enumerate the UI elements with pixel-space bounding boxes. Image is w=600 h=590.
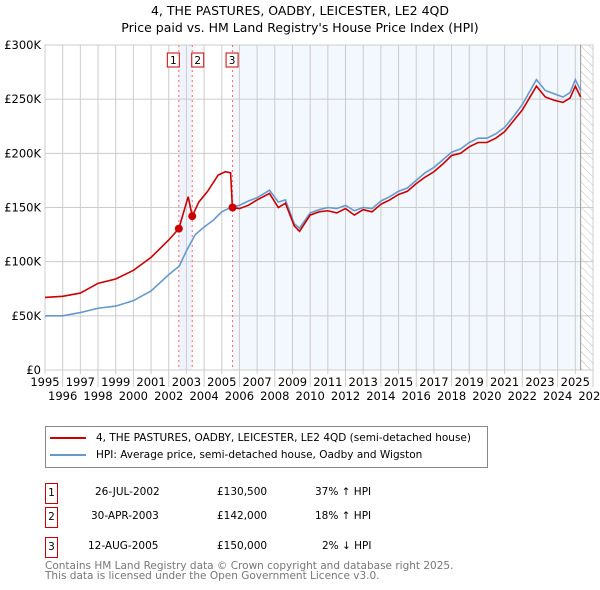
x-tick-label: 1997 [66,375,95,389]
y-tick-label: £150K [4,201,41,215]
sale-row: 1 26-JUL-2002 £130,500 37% ↑ HPI [45,483,445,504]
x-tick-label: 2021 [490,375,519,389]
sale-row: 3 12-AUG-2005 £150,000 2% ↓ HPI [45,537,445,558]
sale-marker-label: 2 [194,55,201,67]
sale-date: 26-JUL-2002 [95,486,160,498]
y-tick-label: £50K [12,309,42,323]
x-tick-label: 2016 [402,389,431,403]
sale-marker: 1 [45,483,58,504]
sale-hpi: 18% ↑ HPI [315,510,372,522]
x-tick-label: 2008 [260,389,289,403]
sale-row: 2 30-APR-2003 £142,000 18% ↑ HPI [45,507,445,528]
x-tick-label: 1996 [48,389,77,403]
sale-hpi: 2% ↓ HPI [322,540,372,552]
x-tick-label: 2006 [225,389,254,403]
x-tick-label: 2012 [331,389,360,403]
x-tick-label: 2024 [543,389,572,403]
sale-date: 30-APR-2003 [91,510,159,522]
legend-label: HPI: Average price, semi-detached house,… [96,449,423,461]
y-tick-label: £250K [4,92,41,106]
y-tick-label: £200K [4,146,41,160]
x-tick-label: 2007 [242,375,271,389]
legend-item-property: 4, THE PASTURES, OADBY, LEICESTER, LE2 4… [50,432,471,444]
sale-point [228,203,237,212]
sale-hpi: 37% ↑ HPI [315,486,372,498]
sale-marker-box [191,52,205,68]
series-line [44,84,582,299]
x-tick-label: 1999 [101,375,130,389]
series-line [45,77,582,317]
sale-marker-box [166,52,180,68]
legend-item-hpi: HPI: Average price, semi-detached house,… [50,449,422,461]
sale-marker: 3 [45,537,58,558]
x-tick-label: 2000 [119,389,148,403]
x-tick-label: 2020 [472,389,501,403]
x-tick-label: 2010 [296,389,325,403]
footer-line: This data is licensed under the Open Gov… [45,570,380,582]
x-tick-label: 2026 [578,389,600,403]
x-tick-label: 2019 [455,375,484,389]
x-tick-label: 2018 [437,389,466,403]
sale-point [188,212,197,221]
sale-price: £142,000 [217,510,268,522]
x-tick-label: 2009 [278,375,307,389]
x-tick-label: 2015 [384,375,413,389]
x-tick-label: 2014 [366,389,395,403]
x-tick-label: 2002 [154,389,183,403]
x-tick-label: 1995 [30,375,59,389]
price-chart: 1995199619971998199920002001200220032004… [4,38,600,403]
chart-title: 4, THE PASTURES, OADBY, LEICESTER, LE2 4… [0,2,600,36]
subtitle: Price paid vs. HM Land Registry's House … [121,20,479,35]
legend: 4, THE PASTURES, OADBY, LEICESTER, LE2 4… [45,426,488,468]
x-tick-label: 2001 [136,375,165,389]
x-tick-label: 2004 [189,389,218,403]
sale-price: £130,500 [217,486,268,498]
legend-label: 4, THE PASTURES, OADBY, LEICESTER, LE2 4… [96,432,471,444]
x-tick-label: 2023 [525,375,554,389]
sale-marker: 2 [45,507,58,528]
sale-price: £150,000 [217,540,268,552]
y-tick-label: £300K [4,38,41,52]
x-tick-label: 2022 [508,389,537,403]
footer: Contains HM Land Registry data © Crown c… [45,560,454,582]
sale-date: 12-AUG-2005 [88,540,159,552]
sale-marker-label: 3 [229,55,236,67]
y-tick-label: £0 [26,363,41,377]
y-tick-label: £100K [4,255,41,269]
x-tick-label: 2005 [207,375,236,389]
sale-marker-box [225,52,239,68]
x-tick-label: 2017 [419,375,448,389]
x-tick-label: 2025 [561,375,590,389]
sale-marker-label: 1 [170,55,177,67]
x-tick-label: 1998 [83,389,112,403]
x-tick-label: 2003 [172,375,201,389]
x-tick-label: 2011 [313,375,342,389]
sale-point [174,224,183,233]
title: 4, THE PASTURES, OADBY, LEICESTER, LE2 4… [150,3,450,18]
footer-line: Contains HM Land Registry data © Crown c… [45,560,454,572]
x-tick-label: 2013 [349,375,378,389]
